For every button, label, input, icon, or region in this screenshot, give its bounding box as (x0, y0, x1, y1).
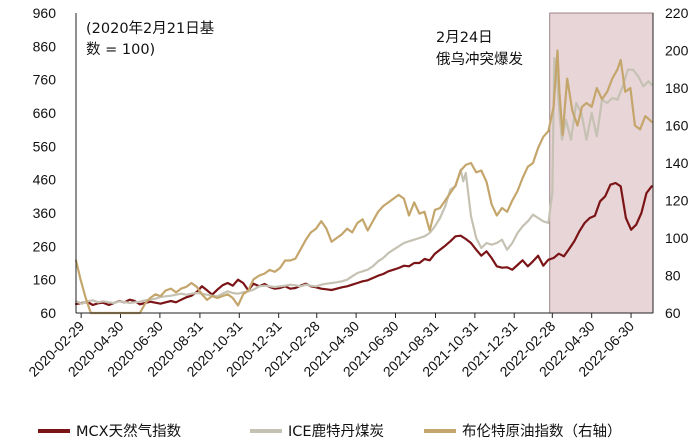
left-tick-label: 360 (33, 205, 57, 221)
left-tick-label: 160 (33, 272, 57, 288)
conflict-period-shading (549, 12, 654, 314)
base-note-line-2: 数 = 100) (86, 41, 155, 58)
left-tick-label: 760 (33, 72, 57, 88)
legend: MCX天然气指数 ICE鹿特丹煤炭 布伦特原油指数（右轴） (38, 423, 622, 440)
right-tick-label: 160 (665, 118, 689, 134)
event-annotation-line-2: 俄乌冲突爆发 (436, 51, 523, 68)
left-tick-label: 960 (33, 5, 57, 21)
left-tick-label: 860 (33, 38, 57, 54)
legend-label-ice: ICE鹿特丹煤炭 (288, 423, 384, 440)
left-tick-label: 560 (33, 138, 57, 154)
legend-label-brent: 布伦特原油指数（右轴） (462, 423, 622, 440)
axes (75, 13, 654, 314)
series-line-0 (74, 181, 653, 307)
right-tick-label: 140 (665, 155, 689, 171)
series-line-1 (74, 56, 653, 305)
series-line-2 (74, 49, 653, 315)
left-tick-label: 60 (40, 305, 56, 321)
left-tick-label: 460 (33, 172, 57, 188)
series-lines (74, 49, 653, 315)
right-tick-label: 220 (665, 5, 689, 21)
right-tick-label: 100 (665, 230, 689, 246)
right-tick-label: 200 (665, 43, 689, 59)
right-tick-label: 80 (665, 268, 681, 284)
event-annotation-line-1: 2月24日 (436, 30, 493, 46)
right-tick-label: 60 (665, 305, 681, 321)
legend-label-mcx: MCX天然气指数 (76, 423, 182, 440)
left-tick-label: 260 (33, 238, 57, 254)
right-tick-label: 180 (665, 80, 689, 96)
right-tick-label: 120 (665, 193, 689, 209)
left-axis-ticks: 60 160 260 360 460 560 660 760 860 960 (33, 5, 57, 321)
left-tick-label: 660 (33, 105, 57, 121)
right-axis-ticks: 60 80 100 120 140 160 180 200 220 (665, 5, 689, 321)
base-note-line-1: (2020年2月21日基 (86, 20, 215, 37)
